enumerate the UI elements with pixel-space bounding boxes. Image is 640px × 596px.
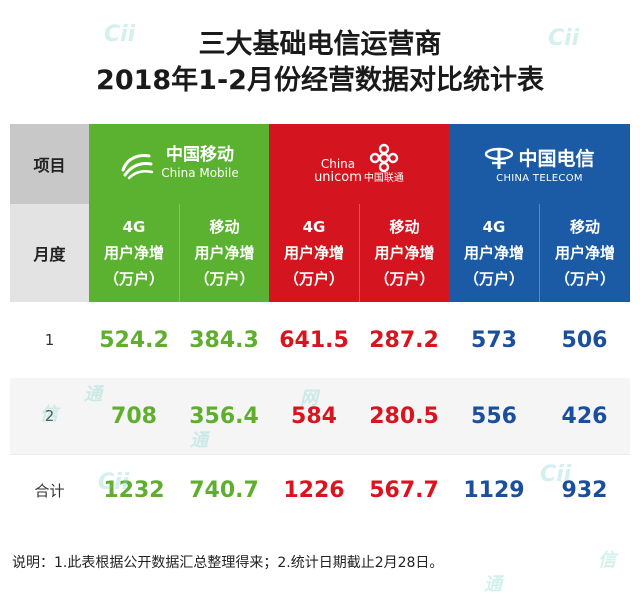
china-telecom-logo-icon	[485, 147, 514, 169]
column-header-line: 4G	[302, 218, 326, 236]
column-header: 移动 用户净增 （万户）	[179, 204, 269, 302]
watermark-char: 信	[598, 550, 616, 571]
china-mobile-name-en: China Mobile	[161, 166, 239, 180]
row-label: 2	[10, 378, 89, 454]
column-header-line: （万户）	[554, 270, 615, 288]
table-cell: 384.3	[179, 302, 269, 378]
china-mobile-header: 中国移动 China Mobile	[89, 124, 269, 204]
column-header-line: （万户）	[463, 270, 524, 288]
table-cell: 1226	[269, 454, 359, 526]
china-telecom-name-cn: 中国电信	[518, 148, 595, 170]
column-header-line: （万户）	[283, 270, 344, 288]
table-cell: 556	[449, 378, 539, 454]
table-cell: 573	[449, 302, 539, 378]
table-cell: 426	[539, 378, 630, 454]
header-item-label: 项目	[10, 124, 89, 204]
table-cell: 708	[89, 378, 179, 454]
column-header: 移动 用户净增 （万户）	[359, 204, 449, 302]
table-cell: 524.2	[89, 302, 179, 378]
column-header-line: 用户净增	[554, 244, 615, 262]
column-header-line: （万户）	[103, 270, 164, 288]
column-header-line: 4G	[122, 218, 146, 236]
table-cell: 356.4	[179, 378, 269, 454]
china-telecom-header: 中国电信 CHINA TELECOM	[449, 124, 630, 204]
table-cell: 287.2	[359, 302, 449, 378]
footnote: 说明：1.此表根据公开数据汇总整理得来；2.统计日期截止2月28日。	[12, 555, 444, 571]
header-month-label: 月度	[10, 204, 89, 302]
column-header-line: 移动	[209, 218, 240, 236]
column-header-line: 4G	[482, 218, 506, 236]
column-header: 4G 用户净增 （万户）	[449, 204, 539, 302]
column-header: 4G 用户净增 （万户）	[269, 204, 359, 302]
table-cell: 1129	[449, 454, 539, 526]
table-cell: 641.5	[269, 302, 359, 378]
column-header-line: （万户）	[194, 270, 255, 288]
column-header-line: 用户净增	[283, 244, 344, 262]
column-header-line: 移动	[389, 218, 420, 236]
row-label: 合计	[10, 454, 89, 526]
china-unicom-name-en-2: unicom	[314, 170, 362, 185]
china-telecom-name-en: CHINA TELECOM	[496, 173, 583, 184]
china-unicom-header: China unicom 中国联通	[269, 124, 449, 204]
title-line-2: 2018年1-2月份经营数据对比统计表	[96, 65, 544, 96]
row-label: 1	[10, 302, 89, 378]
china-mobile-logo-icon	[121, 154, 154, 180]
column-header-line: 用户净增	[374, 244, 435, 262]
table-cell: 506	[539, 302, 630, 378]
china-unicom-name-en-1: China	[320, 157, 356, 171]
comparison-table: 项目 中国移动 China Mobile China unicom	[10, 124, 630, 526]
title-line-1: 三大基础电信运营商	[198, 29, 442, 60]
china-unicom-knot-icon	[369, 143, 399, 173]
table-cell: 932	[539, 454, 630, 526]
table-cell: 740.7	[179, 454, 269, 526]
table-cell: 567.7	[359, 454, 449, 526]
column-header: 移动 用户净增 （万户）	[539, 204, 630, 302]
column-header-line: 用户净增	[463, 244, 524, 262]
table-cell: 280.5	[359, 378, 449, 454]
column-header-line: 用户净增	[194, 244, 255, 262]
table-cell: 1232	[89, 454, 179, 526]
table-cell: 584	[269, 378, 359, 454]
column-header-line: 用户净增	[103, 244, 164, 262]
china-unicom-name-cn: 中国联通	[363, 173, 404, 184]
china-mobile-name-cn: 中国移动	[166, 145, 234, 165]
column-header: 4G 用户净增 （万户）	[89, 204, 179, 302]
watermark-char: 通	[484, 574, 502, 595]
column-header-line: （万户）	[374, 270, 435, 288]
column-header-line: 移动	[569, 218, 600, 236]
